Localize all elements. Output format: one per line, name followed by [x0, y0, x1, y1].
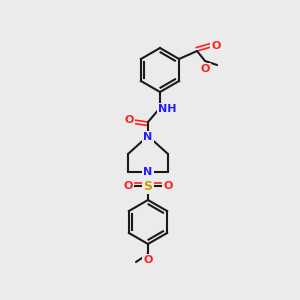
Text: N: N [143, 132, 153, 142]
Text: O: O [124, 115, 134, 125]
Text: S: S [143, 179, 152, 193]
Text: N: N [143, 167, 153, 177]
Text: O: O [123, 181, 133, 191]
Text: O: O [143, 255, 153, 265]
Text: O: O [212, 41, 221, 51]
Text: O: O [200, 64, 210, 74]
Text: O: O [163, 181, 173, 191]
Text: NH: NH [158, 104, 176, 114]
